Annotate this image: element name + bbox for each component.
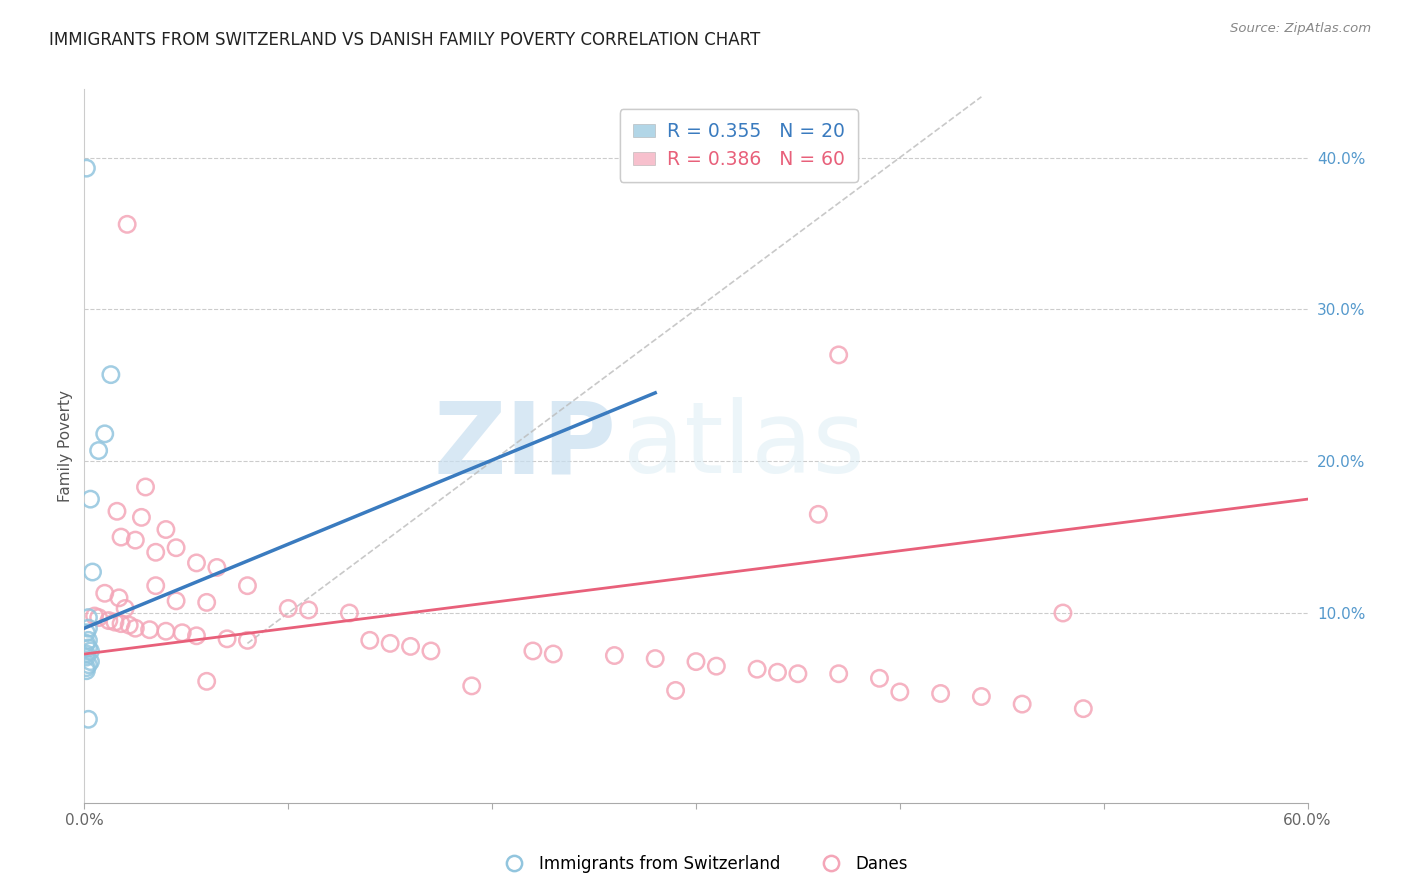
Point (399, 640, 422, 654)
Point (75, 661, 97, 675)
Point (807, 508, 830, 522)
Point (298, 603, 321, 617)
Point (118, 618, 141, 632)
Point (110, 616, 132, 631)
Point (93, 586, 115, 600)
Point (75, 625, 97, 640)
Point (155, 523, 177, 537)
Point (685, 655, 707, 669)
Legend: Immigrants from Switzerland, Danes: Immigrants from Switzerland, Danes (491, 848, 915, 880)
Point (87, 610, 110, 624)
Point (929, 686, 952, 700)
Point (543, 647, 565, 661)
Point (1011, 697, 1033, 711)
Point (87, 443, 110, 458)
Point (359, 633, 381, 648)
Point (77, 657, 100, 672)
Point (787, 666, 810, 681)
Point (82, 565, 104, 579)
Point (889, 685, 911, 699)
Point (110, 530, 132, 544)
Point (420, 644, 443, 658)
Point (1052, 606, 1074, 620)
Point (79, 644, 101, 658)
Point (236, 633, 259, 648)
Point (970, 690, 993, 704)
Point (195, 674, 218, 689)
Point (83, 609, 105, 624)
Point (97, 614, 120, 628)
Point (145, 579, 167, 593)
Point (79, 492, 101, 507)
Point (522, 644, 544, 658)
Point (205, 560, 228, 574)
Point (75, 636, 97, 650)
Point (77, 633, 100, 648)
Point (100, 368, 122, 382)
Point (1073, 701, 1095, 715)
Point (155, 624, 177, 639)
Point (644, 651, 666, 665)
Point (77, 621, 100, 635)
Point (186, 556, 208, 570)
Point (165, 541, 187, 555)
Point (380, 636, 402, 650)
Point (77, 610, 100, 624)
Point (114, 601, 136, 615)
Point (186, 629, 208, 643)
Point (277, 601, 299, 615)
Point (766, 665, 789, 680)
Point (138, 623, 160, 637)
Point (461, 679, 484, 693)
Point (75, 650, 97, 665)
Point (828, 666, 851, 681)
Point (747, 662, 769, 676)
Point (77, 640, 100, 655)
Point (131, 510, 153, 524)
Point (124, 533, 146, 548)
Point (108, 591, 131, 605)
Point (93, 426, 115, 441)
Point (603, 648, 626, 663)
Legend: R = 0.355   N = 20, R = 0.386   N = 60: R = 0.355 N = 20, R = 0.386 N = 60 (620, 110, 858, 182)
Point (104, 615, 127, 629)
Y-axis label: Family Poverty: Family Poverty (58, 390, 73, 502)
Point (75, 647, 97, 661)
Point (665, 683, 688, 698)
Text: Source: ZipAtlas.com: Source: ZipAtlas.com (1230, 22, 1371, 36)
Point (236, 579, 259, 593)
Point (165, 594, 187, 608)
Point (339, 606, 361, 620)
Point (115, 217, 138, 231)
Text: IMMIGRANTS FROM SWITZERLAND VS DANISH FAMILY POVERTY CORRELATION CHART: IMMIGRANTS FROM SWITZERLAND VS DANISH FA… (49, 31, 761, 49)
Point (75, 664, 97, 678)
Point (145, 545, 167, 559)
Point (869, 671, 891, 685)
Point (217, 632, 239, 646)
Text: atlas: atlas (623, 398, 865, 494)
Point (135, 480, 157, 494)
Point (124, 621, 146, 635)
Point (79, 655, 101, 669)
Point (75, 161, 97, 176)
Point (706, 659, 728, 673)
Text: ZIP: ZIP (433, 398, 616, 494)
Point (77, 712, 100, 726)
Point (828, 348, 851, 362)
Point (105, 504, 128, 518)
Point (195, 595, 218, 609)
Point (172, 625, 194, 640)
